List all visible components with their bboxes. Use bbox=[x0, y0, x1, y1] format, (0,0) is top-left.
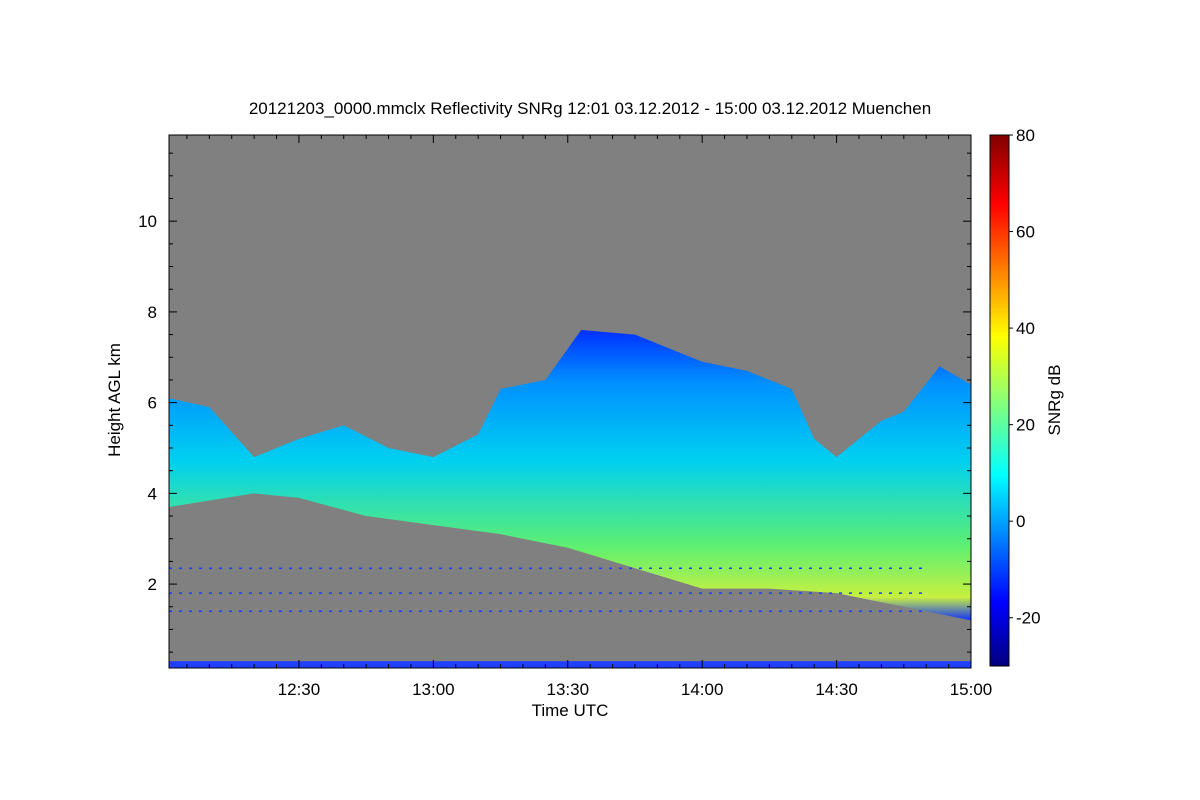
y-axis: 2 4 6 8 10 bbox=[138, 152, 971, 653]
near-ground-clutter bbox=[169, 567, 971, 668]
colorbar-tick-label: 80 bbox=[1016, 126, 1035, 145]
colorbar-ticks: -20 0 20 40 60 80 bbox=[1009, 126, 1041, 628]
colorbar-tick-label: 0 bbox=[1016, 512, 1025, 531]
y-tick-label: 6 bbox=[148, 394, 157, 413]
colorbar-tick-label: -20 bbox=[1016, 609, 1041, 628]
colorbar: -20 0 20 40 60 80 SNRg dB bbox=[989, 126, 1064, 667]
plot-area: 12:30 13:00 13:30 14:00 14:30 15:00 2 4 6 8 10 bbox=[138, 134, 993, 699]
x-tick-label: 12:30 bbox=[278, 680, 321, 699]
colorbar-tick-label: 40 bbox=[1016, 319, 1035, 338]
colorbar-gradient bbox=[989, 134, 1010, 667]
cloud-echo bbox=[169, 330, 971, 621]
plot-frame bbox=[168, 134, 972, 669]
y-axis-label: Height AGL km bbox=[105, 343, 124, 457]
x-tick-label: 15:00 bbox=[950, 680, 993, 699]
colorbar-label: SNRg dB bbox=[1045, 365, 1064, 436]
ground-clutter-band bbox=[169, 661, 971, 668]
x-axis: 12:30 13:00 13:30 14:00 14:30 15:00 bbox=[186, 135, 993, 699]
x-tick-label: 14:30 bbox=[815, 680, 858, 699]
colorbar-tick-label: 60 bbox=[1016, 223, 1035, 242]
x-tick-label: 14:00 bbox=[681, 680, 724, 699]
y-tick-label: 10 bbox=[138, 212, 157, 231]
x-tick-label: 13:30 bbox=[546, 680, 589, 699]
y-tick-label: 8 bbox=[148, 303, 157, 322]
y-tick-label: 2 bbox=[148, 575, 157, 594]
x-axis-label: Time UTC bbox=[532, 701, 609, 720]
x-tick-label: 13:00 bbox=[412, 680, 455, 699]
colorbar-tick-label: 20 bbox=[1016, 416, 1035, 435]
chart-title: 20121203_0000.mmclx Reflectivity SNRg 12… bbox=[249, 99, 931, 118]
y-tick-label: 4 bbox=[148, 484, 157, 503]
